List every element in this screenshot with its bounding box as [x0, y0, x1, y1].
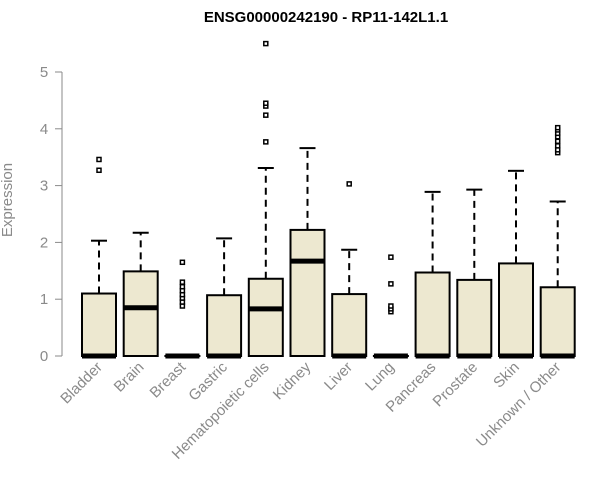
- box-group: [289, 147, 326, 358]
- box-group: [414, 190, 451, 359]
- x-tick-label: Brain: [111, 359, 148, 396]
- outlier-point: [554, 138, 561, 145]
- x-tick-label: Prostate: [430, 359, 482, 411]
- box-group: [206, 237, 243, 359]
- x-tick-label: Breast: [147, 358, 190, 401]
- outlier-point: [179, 259, 186, 266]
- box-group: [498, 169, 534, 359]
- outlier-point: [263, 112, 269, 118]
- outlier-point: [554, 143, 561, 149]
- box-group: [372, 254, 409, 359]
- outlier-point: [263, 139, 269, 145]
- box-iqr: [247, 277, 284, 358]
- outlier-point: [96, 156, 102, 163]
- outlier-point: [554, 124, 561, 131]
- box-iqr: [498, 262, 534, 357]
- box-iqr: [289, 228, 326, 358]
- x-tick-label: Lung: [362, 359, 398, 395]
- chart-title: ENSG00000242190 - RP11-142L1.1: [204, 9, 448, 26]
- outlier-point: [388, 281, 394, 287]
- x-tick-label: Liver: [321, 359, 356, 394]
- y-tick-label: 5: [40, 64, 48, 81]
- box-group: [539, 124, 576, 359]
- outlier-point: [346, 181, 352, 187]
- boxes-group: [81, 40, 576, 359]
- box-iqr: [206, 294, 243, 357]
- y-tick-label: 4: [40, 121, 48, 138]
- outlier-point: [388, 303, 394, 309]
- box-iqr: [331, 293, 368, 358]
- outlier-point: [96, 167, 102, 174]
- x-tick-label: Kidney: [270, 358, 315, 403]
- outlier-point: [179, 279, 186, 285]
- outlier-point: [263, 100, 269, 106]
- x-tick-label: Skin: [490, 359, 523, 392]
- box-group: [331, 181, 368, 359]
- box-group: [122, 231, 159, 358]
- y-tick-label: 3: [40, 178, 48, 195]
- box-group: [247, 40, 284, 358]
- box-iqr: [414, 271, 451, 357]
- box-iqr: [81, 292, 117, 357]
- y-tick-label: 2: [40, 234, 48, 251]
- box-iqr: [122, 270, 159, 358]
- box-iqr: [456, 278, 493, 357]
- y-tick-label: 1: [40, 291, 48, 308]
- outlier-point: [179, 283, 186, 290]
- y-axis-label: Expression: [0, 163, 16, 237]
- box-group: [81, 156, 117, 359]
- y-axis: 0 1 2 3 4 5: [40, 64, 63, 365]
- box-iqr: [539, 286, 576, 357]
- outlier-point: [388, 254, 394, 260]
- x-tick-label: Bladder: [57, 359, 106, 408]
- box-group: [456, 188, 493, 359]
- outlier-point: [263, 40, 269, 47]
- y-tick-label: 0: [40, 348, 48, 365]
- box-group: [164, 259, 201, 359]
